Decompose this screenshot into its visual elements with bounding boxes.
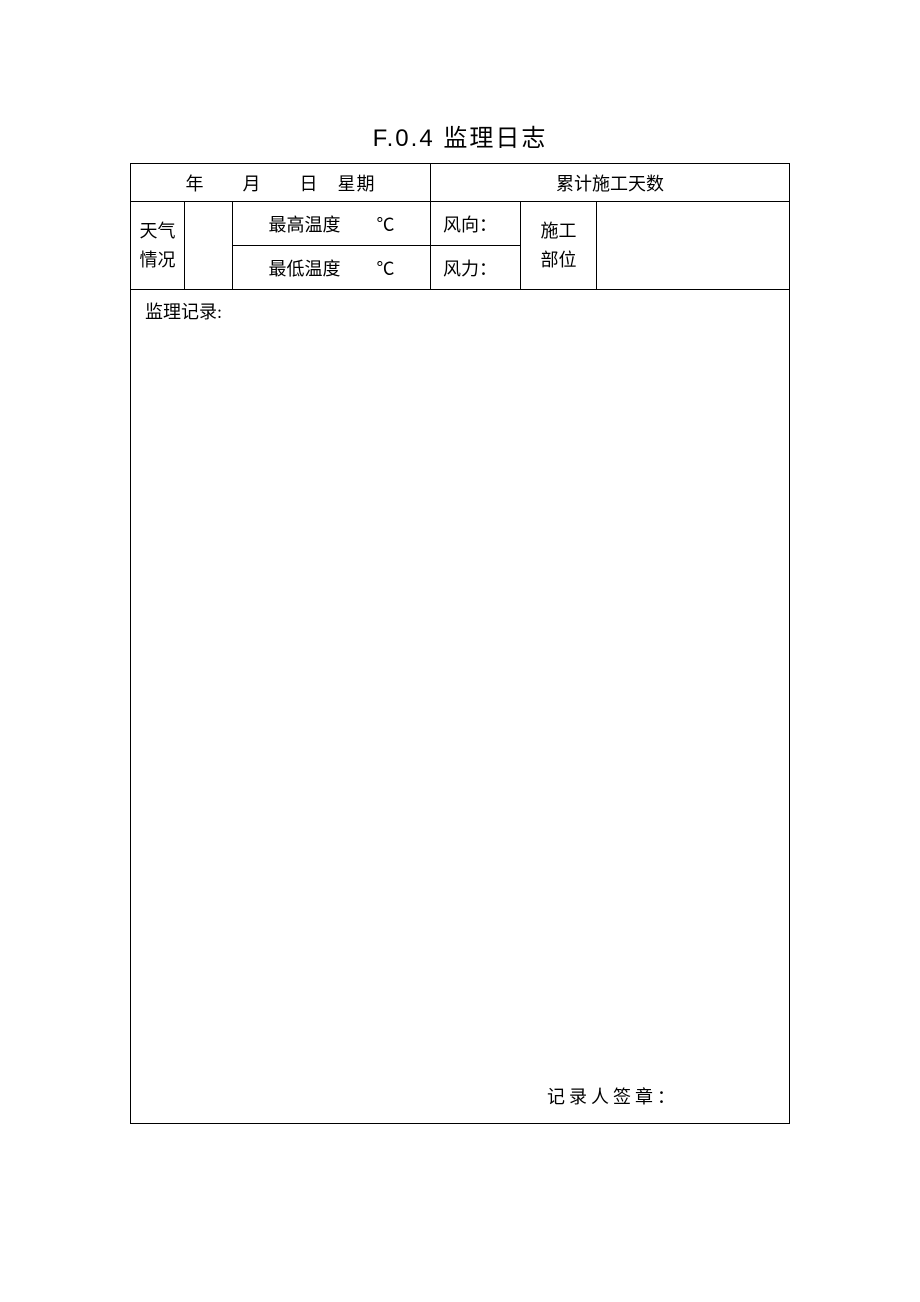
weather-value-cell xyxy=(185,202,233,290)
weather-label: 天气 情况 xyxy=(131,202,185,290)
wind-direction-cell: 风向： xyxy=(431,202,521,246)
weather-row-1: 天气 情况 最高温度 ℃ 风向： 施工 部位 xyxy=(131,202,790,246)
cumulative-days-field: 累计施工天数 xyxy=(431,164,790,202)
construction-part-value xyxy=(597,202,790,290)
dept-label-line1: 施工 xyxy=(541,221,577,241)
log-table-container: 年 月 日 星期 累计施工天数 天气 情况 最高温度 ℃ 风向： 施工 部位 最… xyxy=(130,163,790,1124)
recorder-sign-label: 记录人签章： xyxy=(547,1083,679,1109)
record-label: 监理记录: xyxy=(145,298,775,324)
temp-high-cell: 最高温度 ℃ xyxy=(233,202,431,246)
weather-label-line2: 情况 xyxy=(140,250,176,270)
supervision-record-cell: 监理记录: 记录人签章： xyxy=(131,290,790,1124)
page-title: F.0.4 监理日志 xyxy=(0,118,920,153)
construction-part-label: 施工 部位 xyxy=(521,202,597,290)
date-field: 年 月 日 星期 xyxy=(131,164,431,202)
record-row: 监理记录: 记录人签章： xyxy=(131,290,790,1124)
wind-force-cell: 风力： xyxy=(431,246,521,290)
supervision-log-table: 年 月 日 星期 累计施工天数 天气 情况 最高温度 ℃ 风向： 施工 部位 最… xyxy=(130,163,790,1124)
weather-label-line1: 天气 xyxy=(140,221,176,241)
dept-label-line2: 部位 xyxy=(541,250,577,270)
temp-low-cell: 最低温度 ℃ xyxy=(233,246,431,290)
date-row: 年 月 日 星期 累计施工天数 xyxy=(131,164,790,202)
